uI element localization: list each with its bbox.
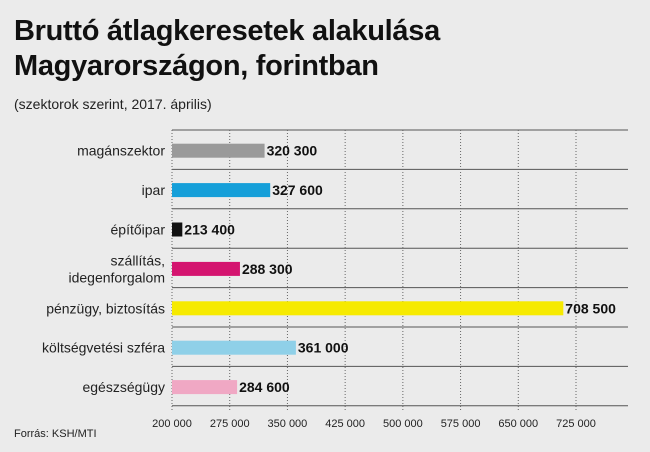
chart-title-line2: Magyarországon, forintban [14,50,379,82]
category-label: költségvetési szféra [42,340,165,356]
category-label: idegenforgalom [68,269,165,285]
bar [172,340,296,355]
value-label: 284 600 [239,379,290,395]
chart-title: Bruttó átlagkeresetek alakulása Magyaror… [14,14,440,84]
x-tick-label: 350 000 [268,418,308,430]
value-label: 213 400 [184,222,235,238]
bar [172,301,564,316]
bar [172,380,238,395]
value-label: 288 300 [242,261,293,277]
category-label: építőipar [111,222,166,238]
bar [172,222,183,237]
category-label: ipar [142,182,166,198]
bar [172,261,240,276]
category-label: pénzügy, biztosítás [46,300,165,316]
x-tick-label: 425 000 [325,418,365,430]
x-tick-label: 650 000 [498,418,538,430]
value-label: 708 500 [565,300,616,316]
source-note: Forrás: KSH/MTI [14,428,97,440]
category-label: szállítás, [111,252,165,268]
x-tick-label: 275 000 [210,418,250,430]
value-label: 320 300 [267,143,318,159]
chart-subtitle: (szektorok szerint, 2017. április) [14,96,212,112]
bar [172,143,265,158]
bar [172,183,271,198]
category-label: egészségügy [82,379,165,395]
x-tick-label: 575 000 [441,418,481,430]
x-tick-label: 200 000 [152,418,192,430]
value-label: 361 000 [298,340,349,356]
value-label: 327 600 [272,182,323,198]
category-label: magánszektor [77,143,165,159]
chart-title-line1: Bruttó átlagkeresetek alakulása [14,15,440,47]
x-tick-label: 500 000 [383,418,423,430]
x-tick-label: 725 000 [556,418,596,430]
